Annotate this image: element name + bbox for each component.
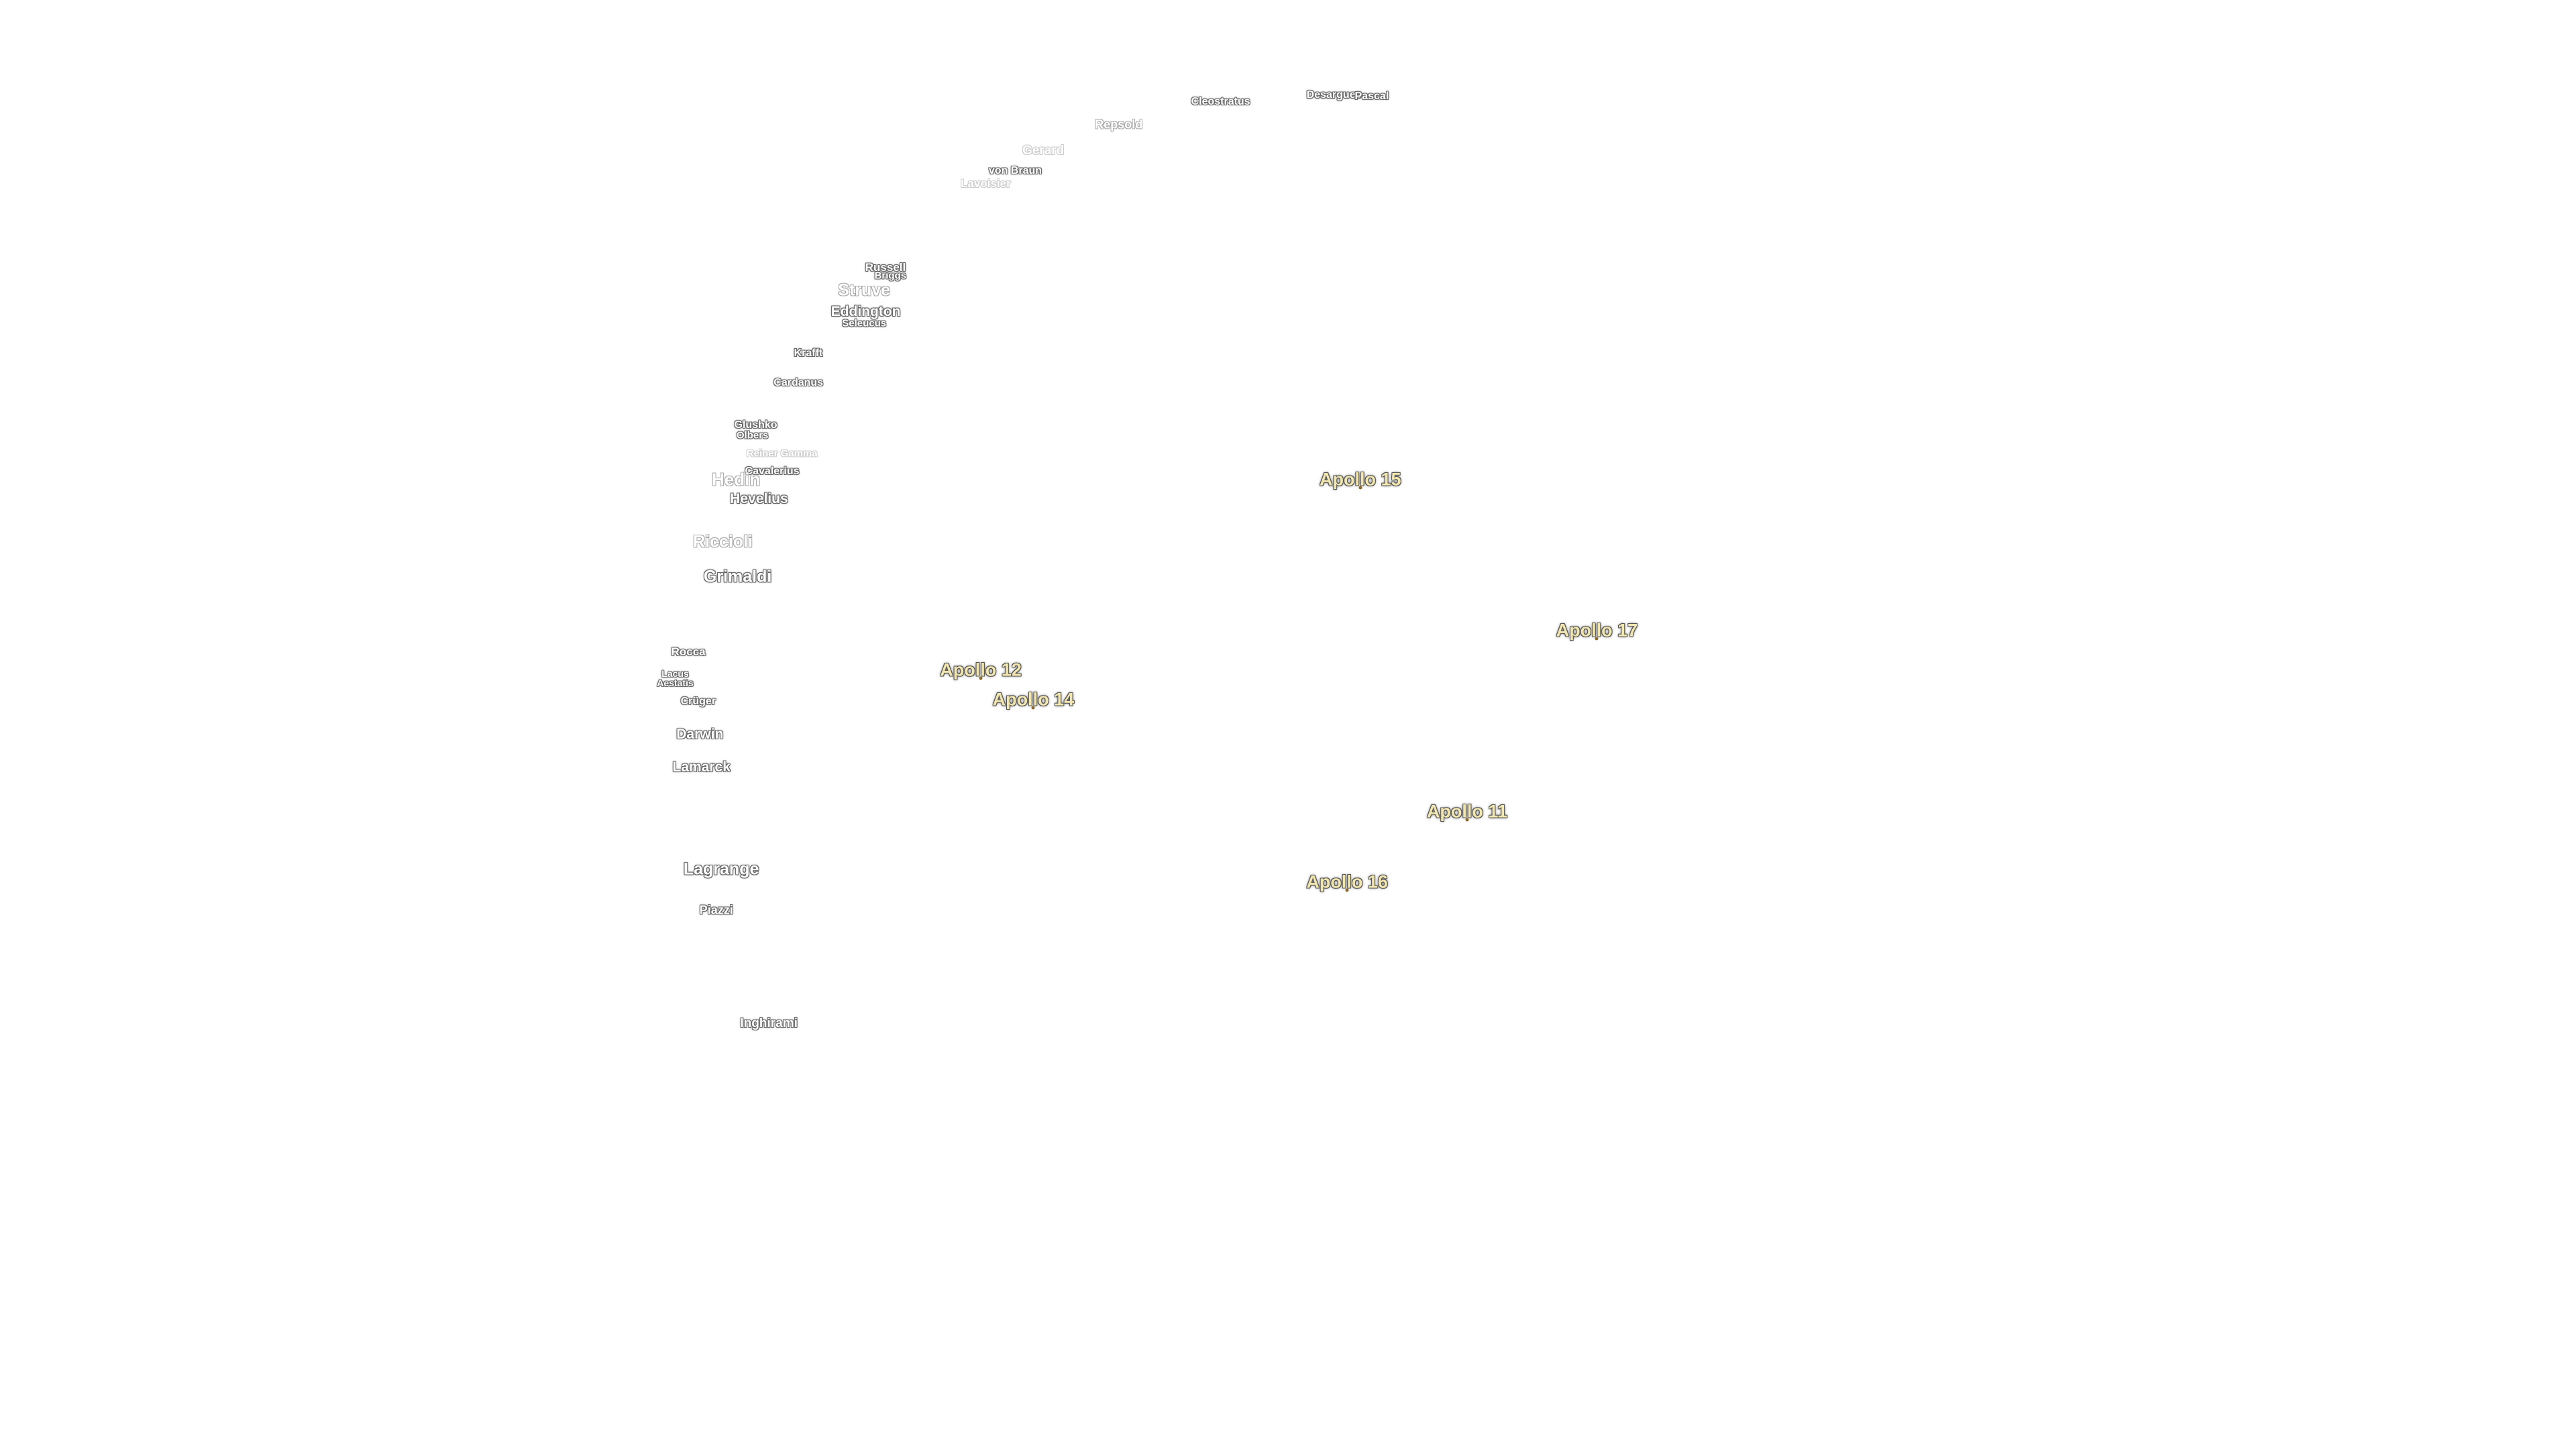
landing-site-marker — [1345, 888, 1349, 892]
crater-label: Hevelius — [730, 491, 788, 507]
crater-label: Inghirami — [740, 1016, 798, 1030]
crater-label: Cavalerius — [745, 465, 800, 477]
crater-label: Grimaldi — [703, 567, 772, 586]
crater-label: Lavoisier — [961, 177, 1011, 191]
landing-site-marker — [1031, 706, 1035, 710]
crater-label: Lacus Aestatis — [657, 668, 694, 689]
landing-site-marker — [1465, 818, 1469, 822]
crater-label: Cleostratus — [1191, 95, 1250, 107]
crater-label: Crüger — [680, 695, 716, 707]
crater-label: Russell — [865, 261, 906, 274]
crater-label: Darwin — [676, 726, 724, 742]
crater-label: Hedin — [712, 469, 761, 490]
landing-site-marker — [979, 676, 983, 680]
crater-label: Seleucus — [842, 317, 887, 329]
crater-label: Riccioli — [693, 532, 753, 551]
crater-label: Struve — [838, 280, 891, 300]
crater-label: Glushko — [734, 419, 777, 431]
landing-site-marker — [1595, 637, 1599, 641]
crater-label: Krafft — [794, 347, 823, 359]
crater-label: Cardanus — [773, 376, 824, 388]
crater-label: Eddington — [830, 304, 901, 320]
crater-label: Reiner Gamma — [746, 447, 818, 460]
crater-label: Lagrange — [683, 859, 759, 879]
crater-label: Desargues — [1306, 89, 1362, 101]
landing-site-marker — [1358, 486, 1362, 490]
crater-label: Gerard — [1022, 144, 1065, 158]
crater-label: Repsold — [1095, 117, 1143, 131]
crater-label: Piazzi — [699, 903, 733, 917]
crater-label: Pascal — [1354, 91, 1389, 103]
crater-label: Lamarck — [672, 759, 731, 775]
crater-label: Rocca — [671, 645, 706, 659]
crater-label: Olbers — [736, 429, 769, 441]
crater-label: von Braun — [988, 164, 1042, 176]
crater-label: Briggs — [874, 270, 907, 282]
